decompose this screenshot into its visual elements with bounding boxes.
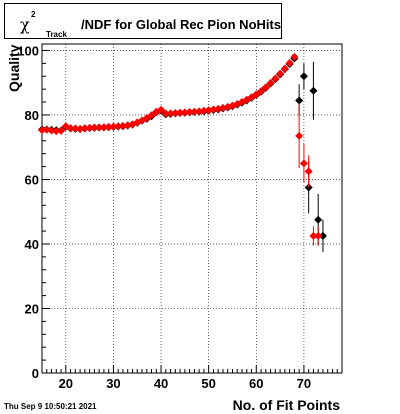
data-point <box>109 122 118 131</box>
data-point <box>166 109 175 118</box>
data-point <box>257 87 266 96</box>
data-point <box>185 108 194 117</box>
data-point <box>304 167 313 176</box>
data-point <box>299 72 308 81</box>
data-point <box>176 108 185 117</box>
data-point <box>104 122 113 131</box>
data-point <box>261 83 270 92</box>
data-point <box>285 59 294 68</box>
data-point <box>276 69 285 78</box>
data-point <box>280 64 289 73</box>
data-point <box>295 131 304 140</box>
plot-frame <box>41 43 343 374</box>
data-point <box>71 124 80 133</box>
data-point <box>157 105 166 114</box>
chart-title: /NDF for Global Rec Pion NoHits <box>81 17 282 32</box>
title-superscript: 2 <box>31 10 36 19</box>
y-tick-label: 100 <box>17 43 39 58</box>
timestamp: Thu Sep 9 10:50:21 2021 <box>4 402 97 411</box>
data-point <box>199 106 208 115</box>
data-point <box>38 126 46 135</box>
x-tick-label: 30 <box>106 376 120 391</box>
data-point <box>52 127 61 136</box>
data-point <box>190 107 199 116</box>
title-subscript: Track <box>46 30 67 39</box>
data-point <box>85 123 94 132</box>
data-point <box>57 126 66 135</box>
title-box: χ 2 Track /NDF for Global Rec Pion NoHit… <box>4 3 282 39</box>
data-point <box>314 215 323 224</box>
y-tick-label: 60 <box>25 172 39 187</box>
data-point <box>299 159 308 168</box>
data-point <box>295 96 304 105</box>
x-tick-label: 70 <box>297 376 311 391</box>
y-tick-label: 40 <box>25 237 39 252</box>
data-point <box>309 86 318 95</box>
data-point <box>209 105 218 114</box>
data-point <box>118 121 127 130</box>
x-tick-label: 20 <box>59 376 73 391</box>
data-point <box>161 109 170 118</box>
data-point <box>76 124 85 133</box>
data-point <box>171 109 180 118</box>
x-tick-label: 50 <box>201 376 215 391</box>
data-point <box>47 126 56 135</box>
y-tick-label: 80 <box>25 108 39 123</box>
data-point <box>314 231 323 240</box>
y-tick-label: 0 <box>32 366 39 381</box>
data-point <box>95 123 104 132</box>
data-point <box>99 123 108 132</box>
data-point <box>290 52 299 61</box>
data-point <box>80 124 89 133</box>
x-tick-label: 40 <box>154 376 168 391</box>
data-point <box>318 231 327 240</box>
x-axis-label: No. of Fit Points <box>232 397 340 413</box>
y-axis-label: Quality <box>6 44 22 92</box>
data-point <box>147 111 156 120</box>
data-point <box>204 106 213 115</box>
data-point <box>180 108 189 117</box>
data-point <box>309 231 318 240</box>
data-point <box>42 125 51 134</box>
data-point <box>114 122 123 131</box>
x-tick-label: 60 <box>249 376 263 391</box>
data-point <box>90 123 99 132</box>
data-point <box>195 107 204 116</box>
title-symbol: χ <box>20 15 30 34</box>
y-tick-label: 20 <box>25 301 39 316</box>
data-point <box>271 74 280 83</box>
data-point <box>266 79 275 88</box>
data-point <box>66 124 75 133</box>
